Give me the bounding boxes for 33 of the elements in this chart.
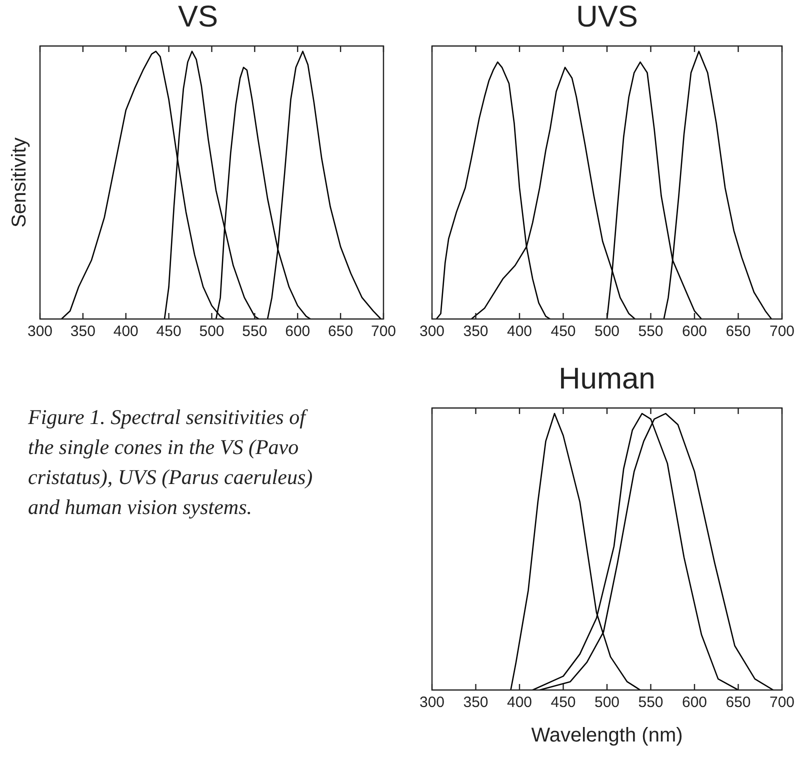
x-tick-label: 500: [594, 694, 620, 712]
x-tick-label: 300: [419, 323, 445, 340]
x-tick-label: 350: [463, 323, 488, 340]
x-tick-label: 400: [113, 323, 138, 340]
x-axis-title: Wavelength (nm): [531, 724, 683, 747]
x-tick-label: 400: [506, 323, 532, 340]
x-tick-label: 400: [506, 694, 532, 712]
x-tick-label: 500: [594, 323, 620, 340]
caption: Figure 1. Spectral sensitivities of the single cones in the VS (Pavo cristatus), UVS (Parus caeruleus) and human vision systems.: [28, 404, 314, 521]
x-tick-label: 650: [726, 323, 751, 340]
x-tick-label: 550: [638, 323, 664, 340]
x-tick-label: 450: [550, 323, 576, 340]
x-tick-label: 350: [70, 323, 96, 340]
x-tick-label: 350: [463, 694, 488, 712]
chart-title: VS: [178, 0, 218, 34]
x-tick-label: 700: [769, 323, 795, 340]
x-tick-label: 650: [328, 323, 354, 340]
x-tick-label: 650: [726, 694, 751, 712]
x-tick-label: 450: [550, 694, 576, 712]
x-tick-label: 700: [370, 323, 396, 340]
x-tick-label: 600: [682, 323, 708, 340]
x-tick-label: 300: [419, 694, 445, 712]
x-tick-label: 550: [242, 323, 268, 340]
x-tick-label: 700: [769, 694, 795, 712]
x-tick-label: 500: [199, 323, 224, 340]
chart-title: UVS: [576, 0, 638, 34]
x-tick-label: 300: [27, 323, 53, 340]
y-axis-title: Sensitivity: [8, 137, 31, 228]
x-tick-label: 450: [156, 323, 182, 340]
x-tick-label: 600: [285, 323, 310, 340]
chart-title: Human: [558, 362, 656, 396]
x-tick-label: 550: [638, 694, 664, 712]
x-tick-label: 600: [682, 694, 708, 712]
